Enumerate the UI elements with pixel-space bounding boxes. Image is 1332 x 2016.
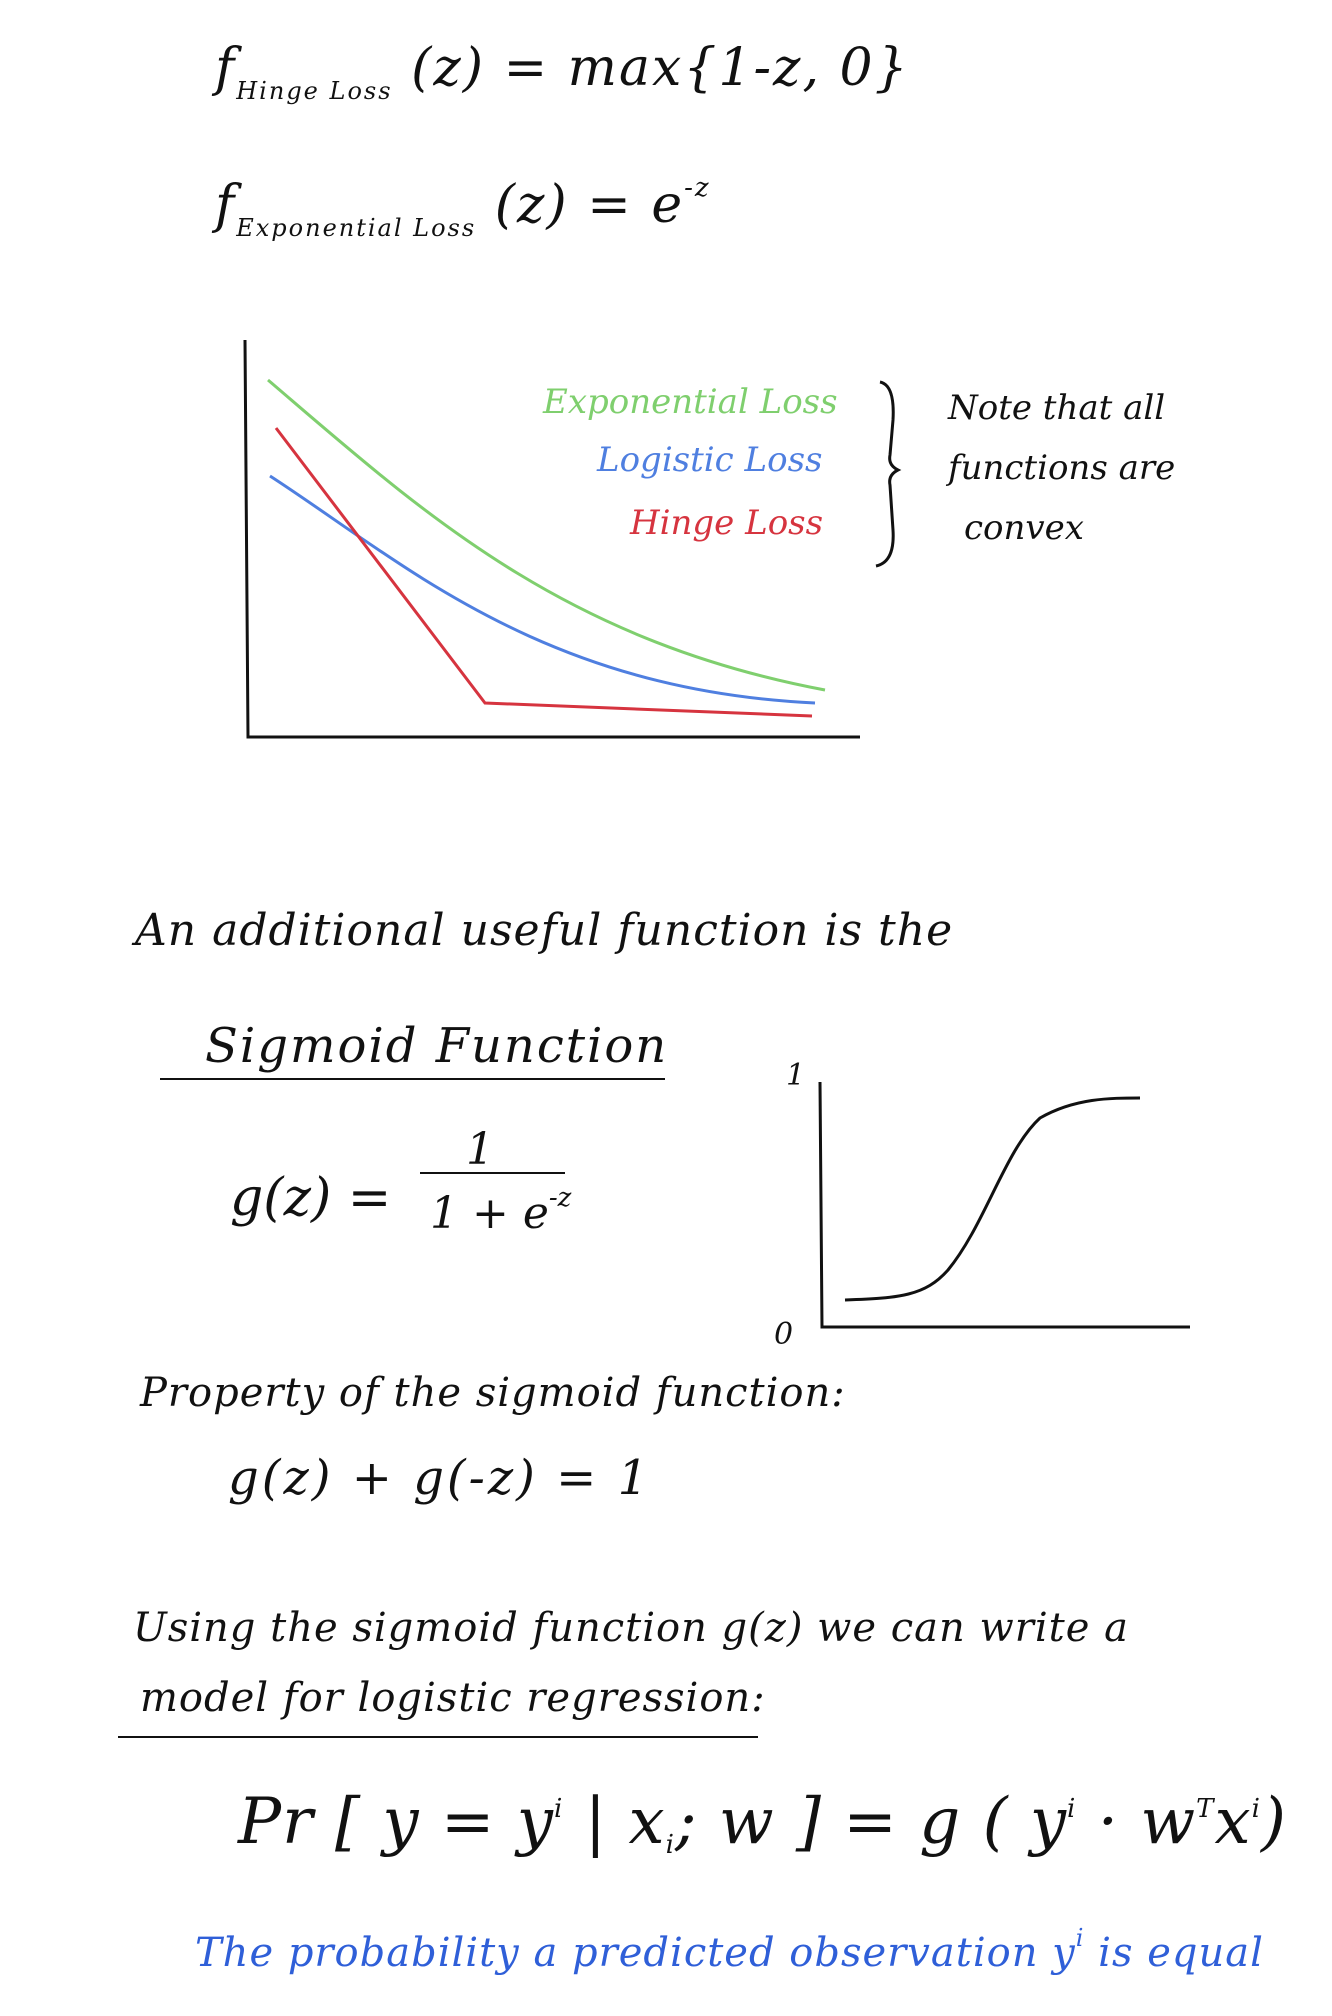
convexity-note: Note that all functions are convex bbox=[948, 378, 1175, 558]
exp-rhs: = e bbox=[587, 175, 685, 235]
sigmoid-heading-underline bbox=[160, 1078, 665, 1080]
explanation-superscript: i bbox=[1075, 1924, 1085, 1952]
logistic-loss-curve bbox=[269, 474, 816, 705]
sigmoid-denominator: 1 + e-z bbox=[430, 1183, 571, 1239]
sigmoid-tick-0: 0 bbox=[774, 1317, 794, 1352]
explanation-post: is equal bbox=[1084, 1930, 1264, 1976]
model-underline bbox=[118, 1736, 758, 1738]
property-formula: g(z) + g(-z) = 1 bbox=[228, 1450, 652, 1506]
sigmoid-curve bbox=[844, 1096, 1141, 1302]
pr-lhs: Pr [ y = y bbox=[238, 1785, 554, 1859]
pr-rhs: · w bbox=[1076, 1785, 1197, 1859]
convexity-note-line-3: convex bbox=[964, 508, 1084, 548]
pr-mid-rest: ; w ] = g ( y bbox=[674, 1785, 1068, 1859]
pr-mid-subscript: i bbox=[665, 1830, 675, 1860]
loss-functions-plot bbox=[243, 339, 902, 739]
sigmoid-plot-axes bbox=[818, 1081, 1190, 1329]
legend-exponential-loss: Exponential Loss bbox=[543, 382, 838, 422]
pr-rhs-transpose: T bbox=[1196, 1794, 1215, 1824]
property-label: Property of the sigmoid function: bbox=[140, 1370, 846, 1416]
legend-hinge-loss: Hinge Loss bbox=[630, 503, 824, 543]
exponential-loss-curve bbox=[267, 378, 826, 692]
sigmoid-numerator: 1 bbox=[466, 1124, 494, 1175]
hinge-f: f bbox=[215, 38, 237, 98]
sigmoid-tick-1: 1 bbox=[786, 1058, 806, 1093]
model-intro-line-2: model for logistic regression: bbox=[140, 1675, 766, 1721]
sigmoid-denominator-base: 1 + e bbox=[430, 1188, 549, 1239]
hinge-loss-curve bbox=[274, 427, 813, 718]
pr-close: ) bbox=[1260, 1785, 1287, 1859]
convexity-note-line-2: functions are bbox=[948, 448, 1176, 488]
sigmoid-plot bbox=[818, 1081, 1190, 1329]
exp-subscript: Exponential Loss bbox=[236, 214, 477, 242]
explanation-pre: The probability a predicted observation … bbox=[195, 1930, 1076, 1976]
pr-rhs-x: x bbox=[1214, 1785, 1252, 1859]
sigmoid-denominator-exponent: -z bbox=[548, 1183, 572, 1213]
loss-plot-axes bbox=[243, 339, 860, 739]
legend-logistic-loss: Logistic Loss bbox=[597, 440, 823, 480]
sigmoid-fraction-bar bbox=[420, 1172, 565, 1174]
pr-rhs-superscript-1: i bbox=[1067, 1794, 1077, 1824]
model-intro-line-1: Using the sigmoid function g(z) we can w… bbox=[133, 1605, 1129, 1651]
hinge-subscript: Hinge Loss bbox=[236, 77, 393, 105]
exp-f: f bbox=[215, 175, 237, 235]
sigmoid-formula-lhs: g(z) = bbox=[230, 1168, 392, 1228]
probability-explanation: The probability a predicted observation … bbox=[195, 1924, 1264, 1976]
pr-rhs-superscript-2: i bbox=[1251, 1794, 1261, 1824]
hinge-rhs: = max{1-z, 0} bbox=[503, 38, 910, 98]
exp-argument: (z) bbox=[494, 175, 569, 235]
right-brace bbox=[875, 380, 902, 568]
sigmoid-intro: An additional useful function is the bbox=[135, 905, 954, 956]
hinge-loss-equation: fHinge Loss (z) = max{1-z, 0} bbox=[215, 38, 910, 105]
logistic-model-equation: Pr [ y = yi | xi; w ] = g ( yi · wTxi) bbox=[238, 1785, 1287, 1860]
exp-superscript: -z bbox=[684, 173, 711, 203]
exponential-loss-equation: fExponential Loss (z) = e-z bbox=[215, 173, 711, 242]
convexity-note-line-1: Note that all bbox=[948, 388, 1166, 428]
pr-mid: | x bbox=[563, 1785, 666, 1859]
hinge-argument: (z) bbox=[411, 38, 486, 98]
sigmoid-heading: Sigmoid Function bbox=[205, 1018, 669, 1074]
pr-lhs-superscript: i bbox=[553, 1794, 564, 1824]
